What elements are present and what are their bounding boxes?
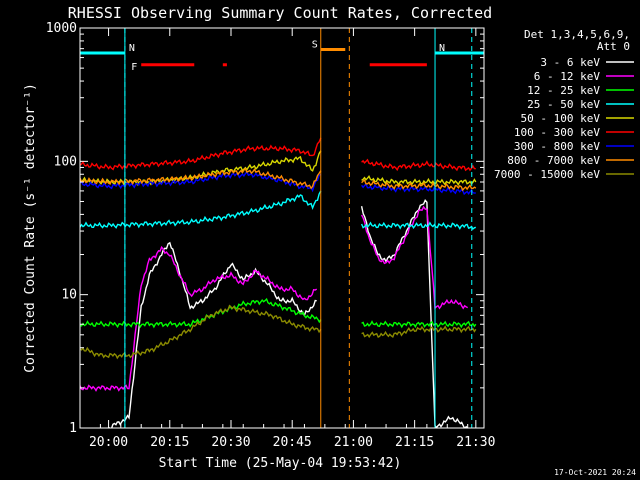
marker-s-3: S (312, 28, 350, 428)
series-7000-15000-kev (80, 304, 477, 360)
legend-entry-label: 800 - 7000 keV (507, 154, 600, 167)
x-tick-label: 21:30 (456, 435, 495, 450)
series-line-12-25-kev-0 (80, 297, 322, 329)
x-tick-label: 20:00 (89, 435, 128, 450)
series-3-6-kev (107, 198, 469, 428)
legend-entry-label: 300 - 800 keV (514, 140, 600, 153)
series-line-100-300-kev-1 (361, 158, 476, 172)
footer-timestamp: 17-Oct-2021 20:24 (554, 468, 636, 477)
x-tick-label: 20:15 (150, 435, 189, 450)
marker-n-1: N (434, 28, 484, 428)
legend-entry-label: 6 - 12 keV (534, 70, 601, 83)
series-layer (80, 137, 477, 428)
legend-entry-label: 50 - 100 keV (521, 112, 601, 125)
chart-title: RHESSI Observing Summary Count Rates, Co… (68, 4, 492, 22)
series-line-800-7000-kev-0 (80, 167, 322, 190)
series-line-300-800-kev-1 (361, 183, 476, 196)
y-tick-label: 100 (54, 154, 77, 169)
legend-entry-label: 7000 - 15000 keV (494, 168, 600, 181)
legend-header: Det 1,3,4,5,6,9, (524, 28, 630, 41)
x-axis-label: Start Time (25-May-04 19:53:42) (159, 456, 402, 471)
y-tick-label: 10 (61, 288, 77, 303)
x-tick-label: 20:45 (273, 435, 312, 450)
marker-n-0: N (80, 28, 135, 428)
y-axis-label: Corrected Count Rate (s⁻¹ detector⁻¹) (23, 83, 38, 373)
y-tick-label: 1 (69, 421, 77, 436)
series-line-25-50-kev-0 (80, 190, 322, 229)
series-line-6-12-kev-1 (360, 205, 468, 310)
marker-label: N (439, 43, 445, 54)
legend-entry-label: 25 - 50 keV (527, 98, 600, 111)
series-line-3-6-kev-0 (107, 241, 317, 428)
series-line-6-12-kev-0 (80, 245, 318, 392)
tick-layer: 20:00 20:15 20:30 20:45 21:00 21:15 21:30 1 10 10… (46, 21, 496, 450)
series-line-12-25-kev-1 (361, 320, 477, 329)
x-tick-label: 21:15 (395, 435, 434, 450)
series-line-25-50-kev-1 (360, 221, 477, 231)
series-6-12-kev (80, 205, 468, 392)
series-12-25-kev (80, 297, 477, 329)
series-line-7000-15000-kev-0 (80, 304, 322, 360)
marker-label: N (129, 43, 135, 54)
legend-header: Att 0 (597, 40, 630, 53)
legend-entry-label: 100 - 300 keV (514, 126, 600, 139)
x-tick-label: 21:00 (334, 435, 373, 450)
legend-entry-label: 12 - 25 keV (527, 84, 600, 97)
y-tick-label: 1000 (46, 21, 77, 36)
series-800-7000-kev (80, 167, 477, 192)
marker-label: S (312, 39, 318, 50)
marker-layer: N NFS (80, 28, 484, 428)
series-line-7000-15000-kev-1 (361, 325, 477, 339)
marker-f-2: F (131, 62, 427, 73)
series-line-50-100-kev-1 (361, 174, 477, 187)
marker-label: F (131, 62, 137, 73)
legend-entry-label: 3 - 6 keV (540, 56, 600, 69)
series-line-100-300-kev-0 (80, 137, 322, 171)
plot-frame (79, 27, 485, 429)
series-25-50-kev (80, 190, 477, 231)
series-100-300-kev (80, 137, 476, 172)
series-line-800-7000-kev-1 (361, 179, 477, 192)
series-line-3-6-kev-1 (360, 198, 469, 428)
x-tick-label: 20:30 (211, 435, 250, 450)
